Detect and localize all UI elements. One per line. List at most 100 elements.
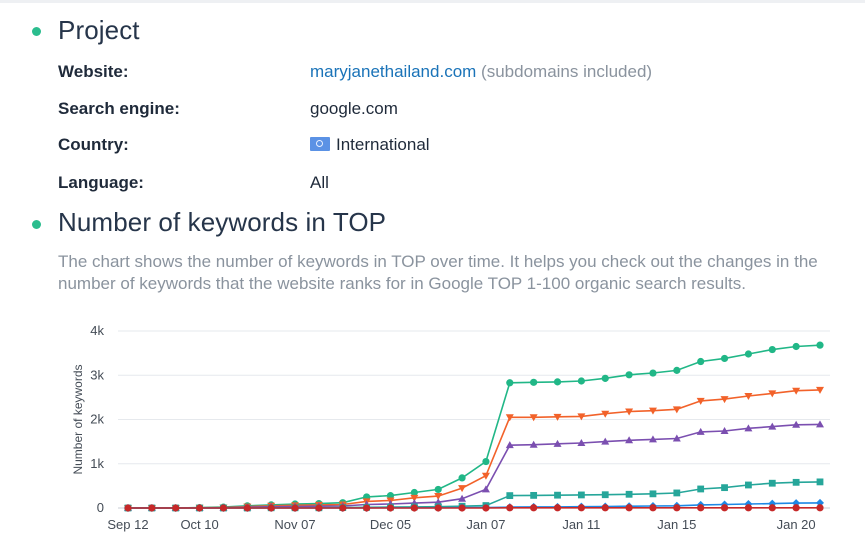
data-point xyxy=(745,481,752,489)
data-point xyxy=(577,377,585,385)
data-point xyxy=(721,484,728,492)
data-point xyxy=(792,478,800,486)
data-point xyxy=(792,504,800,512)
data-point xyxy=(410,504,418,512)
data-point xyxy=(291,504,299,512)
data-point xyxy=(195,504,204,512)
y-tick-label: 2k xyxy=(90,412,104,427)
series-line-0 xyxy=(128,344,821,509)
data-point xyxy=(649,504,657,512)
data-point xyxy=(625,371,633,379)
data-point xyxy=(410,488,418,497)
data-point xyxy=(577,491,585,499)
country-label: Country: xyxy=(58,135,129,154)
x-tick-label: Oct 10 xyxy=(180,517,218,532)
x-tick-label: Nov 07 xyxy=(274,517,315,532)
keywords-heading: Number of keywords in TOP xyxy=(58,207,387,237)
search-engine-link[interactable]: google.com xyxy=(310,99,398,118)
data-point xyxy=(458,494,467,502)
data-point xyxy=(625,490,633,498)
data-point xyxy=(720,354,729,363)
data-point xyxy=(386,504,395,512)
data-point xyxy=(506,379,514,387)
data-point xyxy=(648,407,657,415)
data-point xyxy=(648,435,657,443)
data-point xyxy=(530,378,538,386)
data-point xyxy=(482,504,490,512)
data-point xyxy=(458,485,467,493)
data-point xyxy=(768,390,777,398)
keywords-line-chart: 0 1k 2k 3k 4k Sep 12 Oct 10 Nov 07 Dec 05 Jan 07 J… xyxy=(71,323,830,532)
data-point xyxy=(816,504,824,512)
data-point xyxy=(744,393,753,401)
data-point xyxy=(530,491,538,499)
data-point xyxy=(577,504,585,512)
data-point xyxy=(816,341,824,349)
data-point xyxy=(792,420,801,428)
data-point xyxy=(481,472,490,480)
data-point xyxy=(744,500,753,509)
data-point xyxy=(673,504,681,512)
data-point xyxy=(601,374,609,382)
data-point xyxy=(697,504,705,512)
data-point xyxy=(768,345,776,354)
data-point xyxy=(792,387,801,395)
data-point xyxy=(505,414,514,422)
data-point xyxy=(124,504,132,512)
x-tick-label: Jan 07 xyxy=(466,517,505,532)
data-point xyxy=(768,504,776,512)
data-point xyxy=(601,437,610,445)
y-tick-label: 4k xyxy=(90,323,104,338)
data-point xyxy=(458,504,466,512)
website-value: maryjanethailand.com (subdomains include… xyxy=(310,62,652,82)
data-point xyxy=(768,479,776,487)
data-point xyxy=(696,397,705,405)
y-tick-label: 3k xyxy=(90,367,104,382)
country-value: International xyxy=(310,135,430,155)
data-point xyxy=(529,414,538,422)
top-divider xyxy=(0,0,865,3)
data-point xyxy=(720,396,729,404)
data-point xyxy=(458,474,466,482)
data-point xyxy=(625,408,634,416)
data-point xyxy=(410,494,419,502)
bullet-icon xyxy=(32,27,41,36)
data-point xyxy=(530,504,538,512)
subdomains-note: (subdomains included) xyxy=(481,62,653,81)
data-point xyxy=(601,491,609,499)
data-point xyxy=(434,493,443,501)
data-point xyxy=(315,504,323,512)
language-label: Language: xyxy=(58,173,144,192)
data-point xyxy=(720,427,729,435)
language-value: All xyxy=(310,173,329,192)
data-point xyxy=(553,504,562,512)
project-heading: Project xyxy=(58,15,140,45)
data-point xyxy=(744,424,753,432)
data-point xyxy=(816,386,824,394)
data-point xyxy=(553,439,562,447)
country-name: International xyxy=(336,135,430,154)
chart-description: The chart shows the number of keywords i… xyxy=(58,252,818,293)
data-point xyxy=(172,504,180,512)
search-engine-label: Search engine: xyxy=(58,99,180,118)
data-point xyxy=(505,441,514,449)
data-point xyxy=(816,420,824,428)
data-point xyxy=(697,485,705,493)
y-axis-title: Number of keywords xyxy=(71,364,85,474)
data-point xyxy=(625,504,633,512)
data-point xyxy=(768,422,777,430)
data-point xyxy=(434,485,442,494)
data-point xyxy=(481,485,490,493)
data-point xyxy=(601,410,610,418)
data-point xyxy=(816,478,824,486)
data-point xyxy=(577,413,586,421)
y-tick-label: 1k xyxy=(90,456,104,471)
x-tick-label: Jan 11 xyxy=(562,517,600,532)
data-point xyxy=(386,492,395,500)
data-point xyxy=(768,499,777,508)
series-line-2 xyxy=(128,423,821,509)
website-link[interactable]: maryjanethailand.com xyxy=(310,62,477,81)
data-point xyxy=(243,504,251,512)
data-point xyxy=(506,492,514,500)
data-point xyxy=(601,504,609,512)
